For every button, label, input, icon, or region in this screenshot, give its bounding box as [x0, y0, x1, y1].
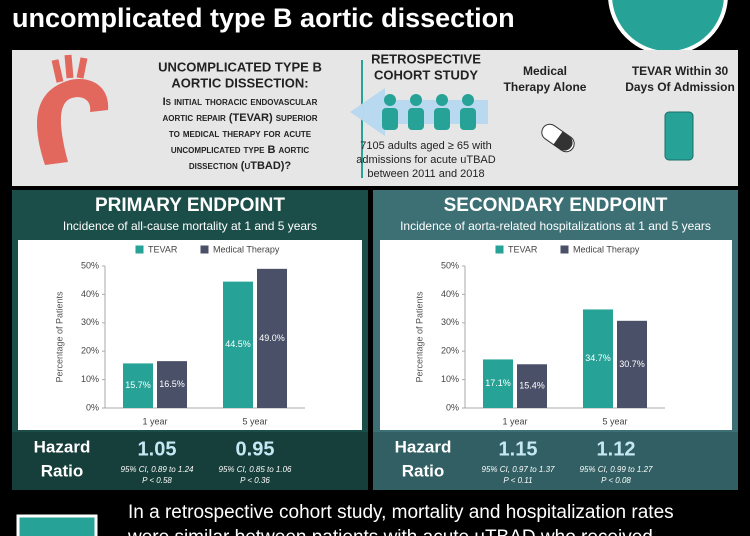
bar	[483, 359, 513, 408]
hazard-value: 0.95	[236, 438, 275, 460]
question-heading: UNCOMPLICATED TYPE B	[158, 59, 322, 74]
y-tick-label: 10%	[441, 374, 459, 384]
bar	[617, 320, 647, 408]
footer-icon	[16, 514, 98, 536]
question-line: to medical therapy for acute	[169, 128, 312, 140]
question-line: dissection (uTBAD)?	[189, 160, 292, 172]
arm-label: Days Of Admission	[625, 80, 735, 94]
chart-area	[380, 240, 732, 430]
y-axis-label: Percentage of Patients	[54, 291, 64, 383]
hazard-ci: 95% CI, 0.99 to 1.27	[580, 465, 653, 474]
question-line: uncomplicated type B aortic	[171, 144, 310, 156]
bar	[583, 309, 613, 408]
aorta-branches	[51, 54, 88, 83]
x-tick-label: 1 year	[142, 416, 167, 426]
y-tick-label: 50%	[441, 260, 459, 270]
panel-subtitle: Incidence of aorta-related hospitalizati…	[400, 219, 711, 233]
y-tick-label: 30%	[81, 317, 99, 327]
hazard-row	[12, 432, 368, 490]
hazard-p: P < 0.11	[503, 476, 532, 485]
y-tick-label: 0%	[446, 402, 459, 412]
y-axis-label: Percentage of Patients	[414, 291, 424, 383]
footer-line: In a retrospective cohort study, mortali…	[128, 502, 674, 523]
x-tick-label: 5 year	[242, 416, 267, 426]
hazard-ci: 95% CI, 0.97 to 1.37	[482, 465, 555, 474]
pill-icon	[541, 123, 575, 153]
value-label: 15.7%	[125, 380, 151, 390]
value-label: 44.5%	[225, 339, 251, 349]
panel-title: PRIMARY ENDPOINT	[95, 195, 285, 216]
hazard-p: P < 0.08	[601, 476, 631, 485]
hazard-label: Ratio	[402, 461, 445, 480]
title: uncomplicated type B aortic dissection	[12, 3, 515, 33]
x-tick-label: 5 year	[602, 416, 627, 426]
question-line: Is initial thoracic endovascular	[163, 96, 318, 108]
value-label: 17.1%	[485, 378, 511, 388]
y-tick-label: 40%	[441, 289, 459, 299]
hazard-p: P < 0.58	[142, 476, 172, 485]
bar	[517, 364, 547, 408]
y-tick-label: 40%	[81, 289, 99, 299]
x-tick-label: 1 year	[502, 416, 527, 426]
hazard-value: 1.15	[499, 438, 538, 460]
value-label: 34.7%	[585, 353, 611, 363]
y-tick-label: 10%	[81, 374, 99, 384]
value-label: 49.0%	[259, 333, 285, 343]
legend-swatch	[134, 244, 145, 255]
hazard-label: Ratio	[41, 461, 84, 480]
value-label: 15.4%	[519, 381, 545, 391]
panel-subtitle: Incidence of all-cause mortality at 1 an…	[63, 219, 317, 233]
value-label: 30.7%	[619, 359, 645, 369]
footer-line: were similar between patients with acute…	[127, 527, 653, 536]
arm-label: Therapy Alone	[504, 80, 587, 94]
hazard-ci: 95% CI, 0.89 to 1.24	[121, 465, 194, 474]
y-tick-label: 20%	[441, 346, 459, 356]
bar	[123, 363, 153, 408]
value-label: 16.5%	[159, 379, 185, 389]
y-tick-label: 30%	[441, 317, 459, 327]
stent-icon	[664, 111, 694, 161]
legend-label: TEVAR	[148, 244, 178, 254]
study-line: admissions for acute uTBAD	[356, 154, 495, 166]
study-heading: RETROSPECTIVE	[371, 51, 481, 66]
hazard-value: 1.05	[138, 438, 177, 460]
study-line: 7105 adults aged ≥ 65 with	[360, 140, 491, 152]
arm-label: TEVAR Within 30	[632, 64, 729, 78]
legend-label: Medical Therapy	[573, 244, 640, 254]
aorta-icon	[37, 79, 109, 165]
chart-area	[18, 240, 362, 430]
study-line: between 2011 and 2018	[367, 168, 484, 180]
arm-label: Medical	[523, 64, 567, 78]
bar	[223, 281, 253, 408]
legend-swatch	[559, 244, 570, 255]
panel-title: SECONDARY ENDPOINT	[444, 195, 668, 216]
bar	[257, 268, 287, 408]
bar	[157, 361, 187, 408]
hazard-p: P < 0.36	[240, 476, 270, 485]
study-heading: COHORT STUDY	[374, 67, 478, 82]
hazard-label: Hazard	[34, 437, 91, 456]
legend-label: TEVAR	[508, 244, 538, 254]
question-line: aortic repair (TEVAR) superior	[162, 112, 317, 124]
question-heading: AORTIC DISSECTION:	[171, 75, 308, 90]
hazard-value: 1.12	[597, 438, 636, 460]
legend-label: Medical Therapy	[213, 244, 280, 254]
hazard-row	[373, 432, 738, 490]
hazard-label: Hazard	[395, 437, 452, 456]
legend-swatch	[199, 244, 210, 255]
people-icon	[382, 94, 476, 130]
y-tick-label: 0%	[86, 402, 99, 412]
hazard-ci: 95% CI, 0.85 to 1.06	[219, 465, 292, 474]
y-tick-label: 50%	[81, 260, 99, 270]
y-tick-label: 20%	[81, 346, 99, 356]
legend-swatch	[494, 244, 505, 255]
